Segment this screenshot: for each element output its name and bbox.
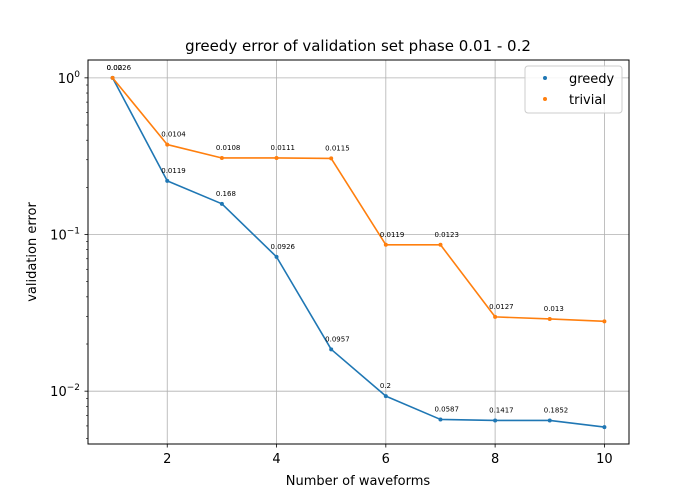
data-point-greedy bbox=[383, 394, 388, 399]
data-label-greedy: 0.168 bbox=[216, 190, 236, 198]
series-lines bbox=[111, 77, 605, 428]
data-point-greedy bbox=[438, 417, 443, 422]
legend-marker-trivial bbox=[543, 97, 547, 101]
data-point-trivial bbox=[602, 319, 607, 324]
data-label-trivial: 0.0026 bbox=[107, 64, 132, 72]
data-label-greedy: 0.1417 bbox=[489, 406, 514, 414]
data-point-trivial bbox=[274, 155, 279, 160]
data-point-greedy bbox=[547, 418, 552, 423]
data-label-trivial: 0.0104 bbox=[161, 131, 186, 139]
legend-label-trivial: trivial bbox=[569, 93, 606, 108]
data-point-greedy bbox=[274, 254, 279, 259]
data-label-greedy: 0.2 bbox=[380, 382, 391, 390]
data-point-greedy bbox=[165, 178, 170, 183]
data-point-trivial bbox=[165, 142, 170, 147]
data-point-trivial bbox=[110, 75, 115, 80]
data-label-trivial: 0.0123 bbox=[434, 231, 459, 239]
data-point-trivial bbox=[547, 316, 552, 321]
legend-marker-greedy bbox=[543, 76, 547, 80]
y-tick-label: 100 bbox=[58, 70, 81, 87]
x-tick-label: 2 bbox=[163, 452, 171, 467]
x-axis-label: Number of waveforms bbox=[286, 474, 431, 489]
axis-ticks: 2 4 6 8 10 100 10−1 10−2 bbox=[50, 70, 613, 467]
data-point-trivial bbox=[438, 242, 443, 247]
y-tick-label: 10−2 bbox=[50, 383, 80, 400]
data-point-trivial bbox=[383, 242, 388, 247]
legend-label-greedy: greedy bbox=[569, 72, 615, 87]
chart-title: greedy error of validation set phase 0.0… bbox=[185, 37, 531, 55]
data-labels: 0.02 0.0119 0.168 0.0926 0.0957 0.2 0.0587 0.14… bbox=[107, 64, 569, 415]
data-label-greedy: 0.02 bbox=[107, 64, 123, 72]
data-label-trivial: 0.0108 bbox=[216, 144, 241, 152]
data-point-greedy bbox=[602, 425, 607, 430]
data-point-greedy bbox=[219, 201, 224, 206]
data-label-trivial: 0.0111 bbox=[271, 144, 296, 152]
series-line-trivial bbox=[111, 77, 605, 323]
x-tick-label: 8 bbox=[491, 452, 499, 467]
data-label-trivial: 0.013 bbox=[544, 305, 564, 313]
data-label-greedy: 0.0119 bbox=[161, 167, 186, 175]
data-point-trivial bbox=[219, 155, 224, 160]
x-tick-label: 6 bbox=[382, 452, 390, 467]
y-tick-label: 10−1 bbox=[50, 227, 80, 244]
plot-frame bbox=[87, 59, 630, 445]
x-tick-label: 4 bbox=[272, 452, 280, 467]
data-label-trivial: 0.0127 bbox=[489, 303, 514, 311]
data-label-greedy: 0.0587 bbox=[434, 405, 459, 413]
x-tick-label: 10 bbox=[596, 452, 613, 467]
data-point-greedy bbox=[493, 418, 498, 423]
data-point-trivial bbox=[329, 156, 334, 161]
data-point-greedy bbox=[329, 347, 334, 352]
data-label-trivial: 0.0115 bbox=[325, 144, 350, 152]
series-markers bbox=[110, 75, 607, 430]
data-label-greedy: 0.0926 bbox=[271, 243, 296, 251]
y-axis-label: validation error bbox=[25, 202, 40, 302]
data-label-greedy: 0.1852 bbox=[544, 406, 569, 414]
legend: greedy trivial bbox=[524, 65, 623, 114]
legend-box bbox=[524, 65, 623, 114]
data-label-greedy: 0.0957 bbox=[325, 335, 350, 343]
series-line-greedy bbox=[111, 77, 605, 428]
data-point-trivial bbox=[493, 314, 498, 319]
data-label-trivial: 0.0119 bbox=[380, 231, 405, 239]
